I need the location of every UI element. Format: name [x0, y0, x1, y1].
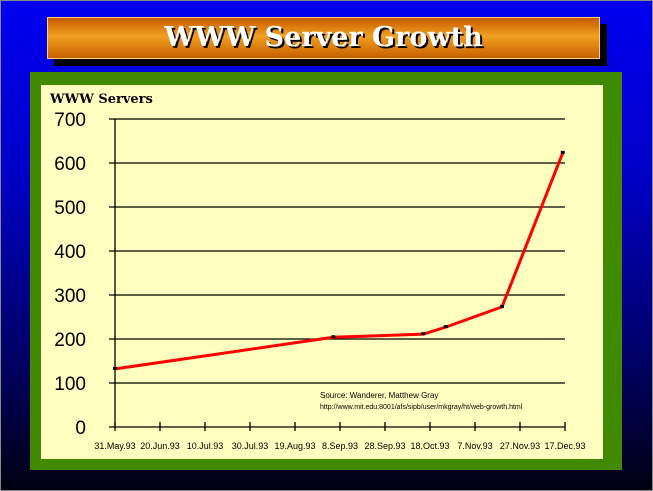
- x-tick-label: 17.Dec.93: [544, 441, 585, 451]
- x-tick-label: 7.Nov.93: [457, 441, 492, 451]
- source-url: http://www.mit.edu:8001/afs/sipb/user/mk…: [320, 404, 523, 411]
- y-tick-label: 200: [54, 330, 86, 351]
- data-point: [421, 332, 426, 336]
- x-tick-label: 20.Jun.93: [140, 441, 180, 451]
- y-tick-label: 100: [54, 374, 86, 395]
- series-line: [114, 152, 565, 371]
- x-tick-label: 27.Nov.93: [500, 441, 540, 451]
- y-axis-label: WWW Servers: [49, 92, 153, 107]
- x-tick-label: 31.May.93: [94, 441, 135, 451]
- x-tick-label: 10.Jul.93: [187, 441, 224, 451]
- data-point: [500, 304, 504, 308]
- data-point: [331, 335, 336, 339]
- y-tick-label: 700: [54, 110, 86, 131]
- data-point: [560, 150, 565, 154]
- title-bar: WWW Server Growth: [47, 17, 600, 59]
- x-tick-label: 8.Sep.93: [322, 441, 358, 451]
- y-tick-label: 500: [54, 198, 86, 219]
- source-note: Source: Wanderer, Matthew Gray: [320, 391, 438, 400]
- y-tick-label: 300: [54, 286, 86, 307]
- x-tick-label: 28.Sep.93: [364, 441, 405, 451]
- slide-title: WWW Server Growth: [164, 22, 483, 53]
- x-tick-label: 19.Aug.93: [274, 441, 315, 451]
- y-tick-label: 600: [54, 154, 86, 175]
- y-tick-label: 400: [54, 242, 86, 263]
- y-tick-label: 0: [75, 418, 86, 439]
- plot-background: [41, 85, 603, 459]
- data-point: [113, 366, 117, 370]
- x-tick-label: 30.Jul.93: [232, 441, 269, 451]
- x-tick-label: 18.Oct.93: [410, 441, 449, 451]
- data-point: [443, 325, 448, 329]
